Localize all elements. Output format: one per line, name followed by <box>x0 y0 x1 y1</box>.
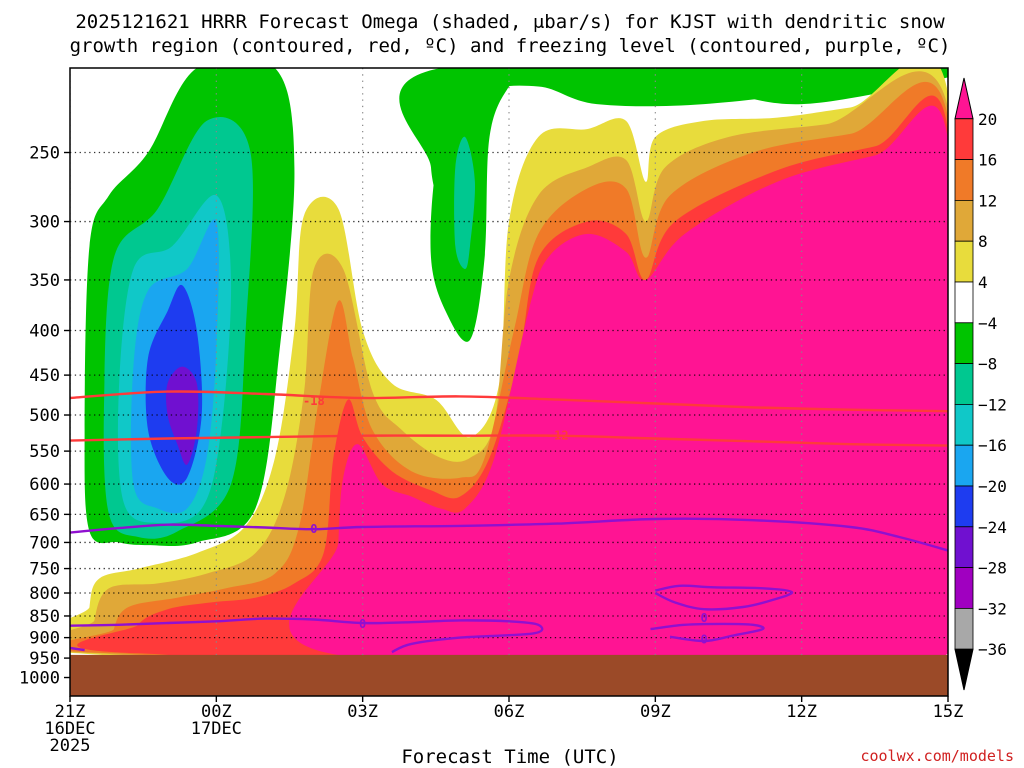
freezing-contour-0 <box>70 517 948 552</box>
x-tick-label-1-1: 17DEC <box>191 719 242 739</box>
colorbar-label-5: −4 <box>978 314 997 333</box>
y-tick-label-300: 300 <box>29 213 60 233</box>
dendritic-contour-label-1: -12 <box>547 429 569 443</box>
y-tick-label-350: 350 <box>29 271 60 291</box>
colorbar-swatch-10 <box>954 485 974 528</box>
y-tick-label-500: 500 <box>29 406 60 426</box>
y-tick-label-250: 250 <box>29 144 60 164</box>
colorbar-swatch-3 <box>954 199 974 242</box>
omega-region-7 <box>430 68 535 342</box>
colorbar-label-2: 12 <box>978 191 997 210</box>
freezing-contour-label-2: 0 <box>700 611 707 625</box>
y-tick-label-750: 750 <box>29 560 60 580</box>
y-tick-label-400: 400 <box>29 322 60 342</box>
x-tick-label-0-2: 2025 <box>50 736 91 756</box>
colorbar-swatch-13 <box>954 608 974 650</box>
colorbar-swatch-9 <box>954 444 974 487</box>
colorbar-label-1: 16 <box>978 151 997 170</box>
x-tick-label-6-0: 15Z <box>933 702 964 722</box>
y-tick-label-850: 850 <box>29 607 60 627</box>
credit-text: coolwx.com/models <box>860 747 1014 765</box>
temperature-contours: -18 -12 0 0 0 0 <box>70 390 948 654</box>
x-tick-label-2-0: 03Z <box>347 702 378 722</box>
colorbar-label-4: 4 <box>978 273 988 292</box>
dendritic-contour-1 <box>70 434 948 447</box>
colorbar-swatch-4 <box>954 240 974 283</box>
freezing-contour-1 <box>70 617 544 654</box>
colorbar-label-7: −12 <box>978 395 1007 414</box>
y-tick-label-1000: 1000 <box>19 669 60 689</box>
y-tick-label-700: 700 <box>29 533 60 553</box>
colorbar-swatch-5 <box>954 281 974 324</box>
y-tick-label-550: 550 <box>29 442 60 462</box>
freezing-contour-label-1: 0 <box>359 617 366 631</box>
x-tick-label-0-0: 21Z <box>55 702 86 722</box>
chart-title-line-2: growth region (contoured, red, ºC) and f… <box>70 35 951 57</box>
freezing-contour-4 <box>70 646 85 652</box>
colorbar-label-8: −16 <box>978 436 1007 455</box>
colorbar: 20 16 12 8 4 −4 −8 −12 −16 −20 −24 −28 −32 −36 <box>954 77 1007 691</box>
colorbar-label-11: −28 <box>978 559 1007 578</box>
colorbar-swatch-12 <box>954 567 974 609</box>
freezing-contour-2 <box>654 584 794 611</box>
freezing-contour-label-3: 0 <box>700 633 707 647</box>
y-tick-label-600: 600 <box>29 475 60 495</box>
plot-grid <box>70 68 948 696</box>
freezing-contour-label-0: 0 <box>310 522 317 536</box>
colorbar-swatch-2 <box>954 159 974 201</box>
x-tick-label-4-0: 09Z <box>640 702 671 722</box>
dendritic-contour-label-0: -18 <box>303 394 325 408</box>
x-axis-label: Forecast Time (UTC) <box>401 746 618 768</box>
x-tick-label-0-1: 16DEC <box>44 719 95 739</box>
y-axis-pressure: 2503003504004505005506006507007508008509… <box>19 144 70 689</box>
colorbar-swatch-11 <box>954 526 974 568</box>
colorbar-label-3: 8 <box>978 232 988 251</box>
dendritic-contour-0 <box>70 390 948 413</box>
colorbar-label-9: −20 <box>978 477 1007 496</box>
y-tick-label-900: 900 <box>29 629 60 649</box>
colorbar-cap-top <box>954 77 974 120</box>
freezing-contour-3 <box>650 622 765 643</box>
colorbar-label-6: −8 <box>978 355 997 374</box>
x-tick-label-3-0: 06Z <box>494 702 525 722</box>
colorbar-swatch-8 <box>954 403 974 446</box>
omega-region-8 <box>454 136 476 269</box>
y-tick-label-800: 800 <box>29 584 60 604</box>
y-tick-label-450: 450 <box>29 366 60 386</box>
chart-title-line-1: 2025121621 HRRR Forecast Omega (shaded, … <box>75 11 945 33</box>
colorbar-swatch-7 <box>954 363 974 405</box>
colorbar-swatch-1 <box>954 118 974 161</box>
y-tick-label-950: 950 <box>29 649 60 669</box>
x-tick-label-5-0: 12Z <box>786 702 817 722</box>
colorbar-label-12: −32 <box>978 599 1007 618</box>
colorbar-cap-bottom <box>954 648 974 691</box>
colorbar-label-0: 20 <box>978 110 997 129</box>
colorbar-label-10: −24 <box>978 518 1007 537</box>
colorbar-label-13: −36 <box>978 640 1007 659</box>
x-tick-label-1-0: 00Z <box>201 702 232 722</box>
ground-below-surface <box>70 654 948 696</box>
colorbar-swatch-6 <box>954 322 974 364</box>
y-tick-label-650: 650 <box>29 505 60 525</box>
